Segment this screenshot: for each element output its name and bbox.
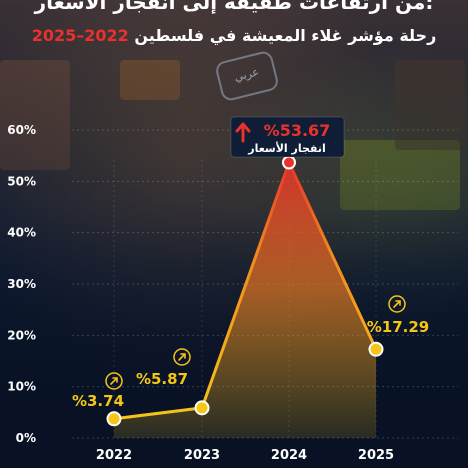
x-tick-label: 2024: [271, 448, 307, 463]
data-point: [368, 341, 384, 357]
data-label: %5.87: [136, 370, 188, 388]
x-tick-label: 2022: [96, 448, 132, 463]
y-tick-label: 20%: [7, 328, 36, 342]
y-tick-label: 10%: [7, 380, 36, 394]
up-right-arrow-icon: [105, 372, 123, 390]
data-point: [282, 155, 296, 170]
peak-data-label: %53.67: [264, 121, 331, 140]
chart-title: من ارتفاعات طفيفة إلى انفجار الأسعار:: [34, 0, 434, 14]
up-right-arrow-icon: [393, 300, 401, 308]
y-tick-label: 40%: [7, 226, 36, 240]
subtitle-years: 2022–2025: [31, 26, 129, 45]
peak-annotation: انفجار الأسعار: [247, 141, 326, 155]
x-tick-label: 2023: [184, 448, 220, 463]
up-right-arrow-icon: [110, 377, 118, 385]
subtitle-text: رحلة مؤشر غلاء المعيشة في فلسطين: [134, 26, 437, 45]
peak-callout-box: [230, 116, 345, 158]
data-label: %17.29: [367, 318, 429, 336]
y-tick-label: 30%: [7, 277, 36, 291]
area-fill: [114, 162, 376, 438]
up-arrow-icon: [235, 122, 251, 143]
chart-subtitle: رحلة مؤشر غلاء المعيشة في فلسطين 2022–20…: [18, 26, 450, 45]
up-right-arrow-icon: [173, 348, 191, 366]
y-tick-label: 50%: [7, 174, 36, 188]
x-tick-label: 2025: [358, 448, 394, 463]
data-label: %3.74: [72, 392, 124, 410]
y-tick-label: 0%: [16, 431, 36, 445]
series-line: [113, 160, 378, 421]
y-tick-label: 60%: [7, 123, 36, 137]
up-right-arrow-icon: [388, 295, 406, 313]
up-right-arrow-icon: [178, 353, 186, 361]
data-point: [194, 400, 210, 416]
data-point: [106, 411, 122, 427]
